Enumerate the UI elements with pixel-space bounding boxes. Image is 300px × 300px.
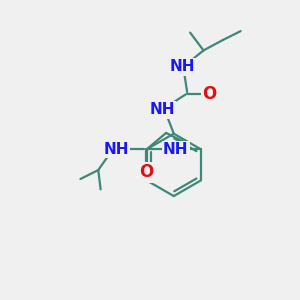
Text: NH: NH [149, 102, 175, 117]
Text: O: O [202, 85, 217, 103]
Text: O: O [139, 164, 153, 181]
Text: NH: NH [163, 142, 188, 157]
Text: NH: NH [170, 59, 195, 74]
Text: NH: NH [103, 142, 129, 157]
